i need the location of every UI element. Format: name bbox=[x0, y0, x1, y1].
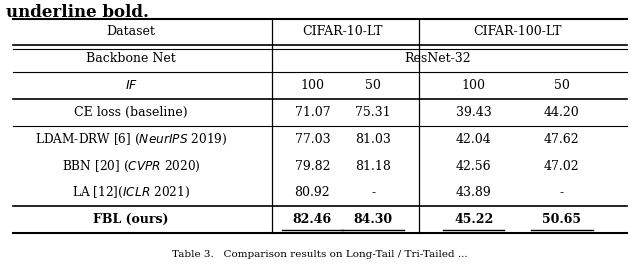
Text: ResNet-32: ResNet-32 bbox=[404, 52, 470, 65]
Text: underline bold.: underline bold. bbox=[6, 4, 149, 21]
Text: 44.20: 44.20 bbox=[544, 106, 580, 119]
Text: 43.89: 43.89 bbox=[456, 187, 492, 200]
Text: 80.92: 80.92 bbox=[294, 187, 330, 200]
Text: 42.04: 42.04 bbox=[456, 133, 492, 146]
Text: -: - bbox=[560, 187, 564, 200]
Text: 50: 50 bbox=[365, 79, 381, 92]
Text: FBL (ours): FBL (ours) bbox=[93, 213, 169, 226]
Text: 100: 100 bbox=[461, 79, 486, 92]
Text: Table 3.   Comparison results on Long-Tail / Tri-Tailed ...: Table 3. Comparison results on Long-Tail… bbox=[172, 250, 468, 259]
Text: CIFAR-10-LT: CIFAR-10-LT bbox=[303, 25, 383, 38]
Text: 47.62: 47.62 bbox=[544, 133, 580, 146]
Text: 50: 50 bbox=[554, 79, 570, 92]
Text: Dataset: Dataset bbox=[107, 25, 156, 38]
Text: CE loss (baseline): CE loss (baseline) bbox=[74, 106, 188, 119]
Text: LA [12]($\mathit{ICLR}$ 2021): LA [12]($\mathit{ICLR}$ 2021) bbox=[72, 186, 190, 201]
Text: 75.31: 75.31 bbox=[355, 106, 391, 119]
Text: LDAM-DRW [6] ($\mathit{NeurIPS}$ 2019): LDAM-DRW [6] ($\mathit{NeurIPS}$ 2019) bbox=[35, 132, 227, 147]
Text: 42.56: 42.56 bbox=[456, 160, 492, 173]
Text: 50.65: 50.65 bbox=[543, 213, 581, 226]
Text: 45.22: 45.22 bbox=[454, 213, 493, 226]
Text: 81.18: 81.18 bbox=[355, 160, 391, 173]
Text: Backbone Net: Backbone Net bbox=[86, 52, 176, 65]
Text: 71.07: 71.07 bbox=[294, 106, 330, 119]
Text: 81.03: 81.03 bbox=[355, 133, 391, 146]
Text: 39.43: 39.43 bbox=[456, 106, 492, 119]
Text: 100: 100 bbox=[300, 79, 324, 92]
Text: 82.46: 82.46 bbox=[292, 213, 332, 226]
Text: 47.02: 47.02 bbox=[544, 160, 580, 173]
Text: BBN [20] ($\mathit{CVPR}$ 2020): BBN [20] ($\mathit{CVPR}$ 2020) bbox=[62, 158, 200, 174]
Text: 84.30: 84.30 bbox=[353, 213, 393, 226]
Text: 79.82: 79.82 bbox=[294, 160, 330, 173]
Text: CIFAR-100-LT: CIFAR-100-LT bbox=[474, 25, 562, 38]
Text: $\mathit{IF}$: $\mathit{IF}$ bbox=[125, 79, 138, 92]
Text: -: - bbox=[371, 187, 375, 200]
Text: 77.03: 77.03 bbox=[294, 133, 330, 146]
